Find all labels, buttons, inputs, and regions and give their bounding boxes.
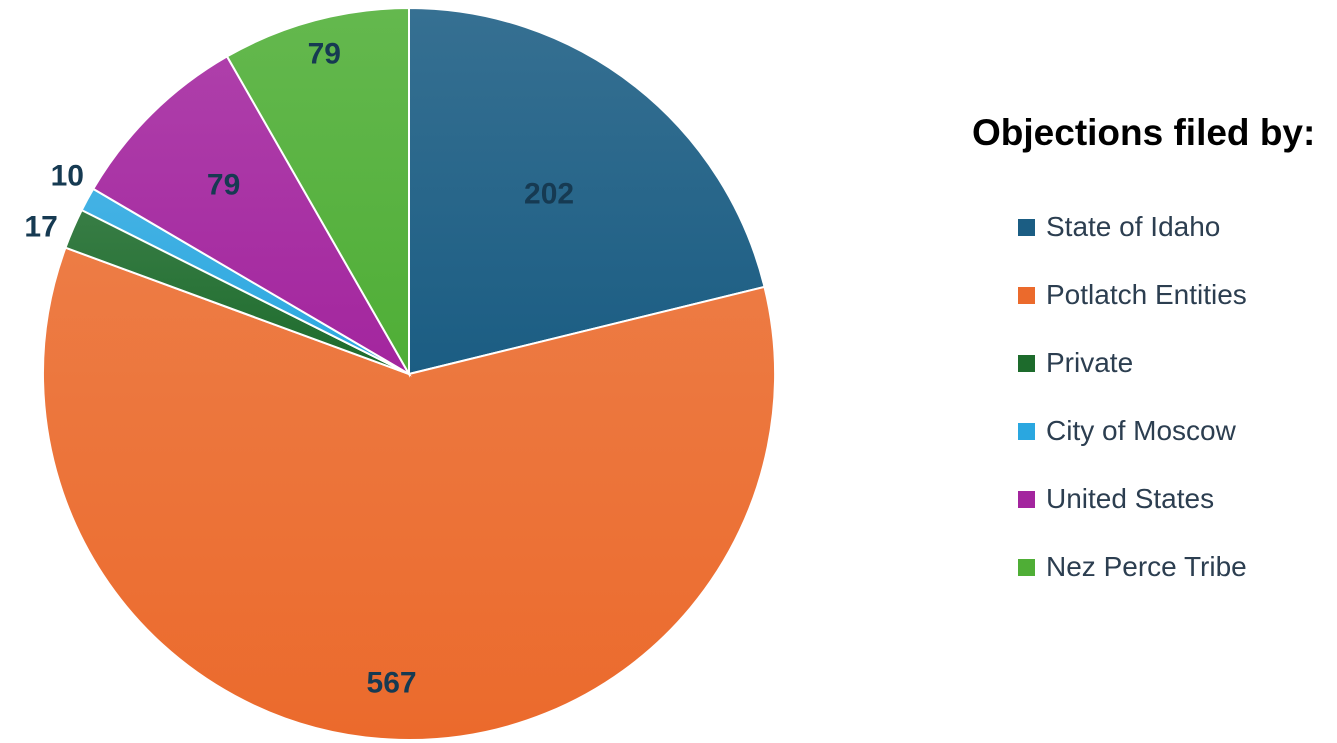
pie-slice-state-of-idaho [408, 6, 766, 376]
legend-swatch [1018, 490, 1035, 508]
legend-swatch [1018, 422, 1035, 440]
data-label-city-of-moscow: 10 [51, 159, 84, 192]
legend-item-city-of-moscow: City of Moscow [972, 414, 1332, 448]
legend-swatch [1018, 218, 1035, 236]
pie-slice-united-states [91, 55, 412, 377]
pie-slice-nez-perce-tribe [225, 6, 410, 378]
legend-label: Potlatch Entities [1046, 279, 1247, 310]
legend-swatch [1018, 286, 1035, 304]
data-label-united-states: 79 [207, 169, 240, 202]
legend-title: Objections filed by: [972, 112, 1316, 153]
legend-item-nez-perce-tribe: Nez Perce Tribe [972, 550, 1332, 584]
data-label-state-of-idaho: 202 [524, 177, 574, 210]
pie-slice-potlatch-entities [42, 246, 776, 741]
pie-data-labels: 202 567 17 10 79 79 [24, 38, 574, 700]
legend-item-united-states: United States [972, 482, 1332, 516]
legend-swatch [1018, 558, 1035, 576]
legend-item-private: Private [972, 346, 1332, 380]
pie-slices [42, 6, 776, 741]
legend-item-state-of-idaho: State of Idaho [972, 210, 1332, 244]
legend-swatch [1018, 354, 1035, 372]
legend-item-potlatch-entities: Potlatch Entities [972, 278, 1332, 312]
legend-label: Private [1046, 347, 1134, 378]
legend-label: Nez Perce Tribe [1046, 551, 1247, 582]
legend-label: City of Moscow [1046, 415, 1236, 446]
legend-label: State of Idaho [1046, 211, 1221, 242]
data-label-nez-perce-tribe: 79 [308, 38, 341, 71]
legend-label: United States [1046, 483, 1215, 514]
legend: Objections filed by: State of Idaho Potl… [972, 112, 1332, 618]
data-label-potlatch-entities: 567 [367, 667, 417, 700]
data-label-private: 17 [24, 211, 57, 244]
